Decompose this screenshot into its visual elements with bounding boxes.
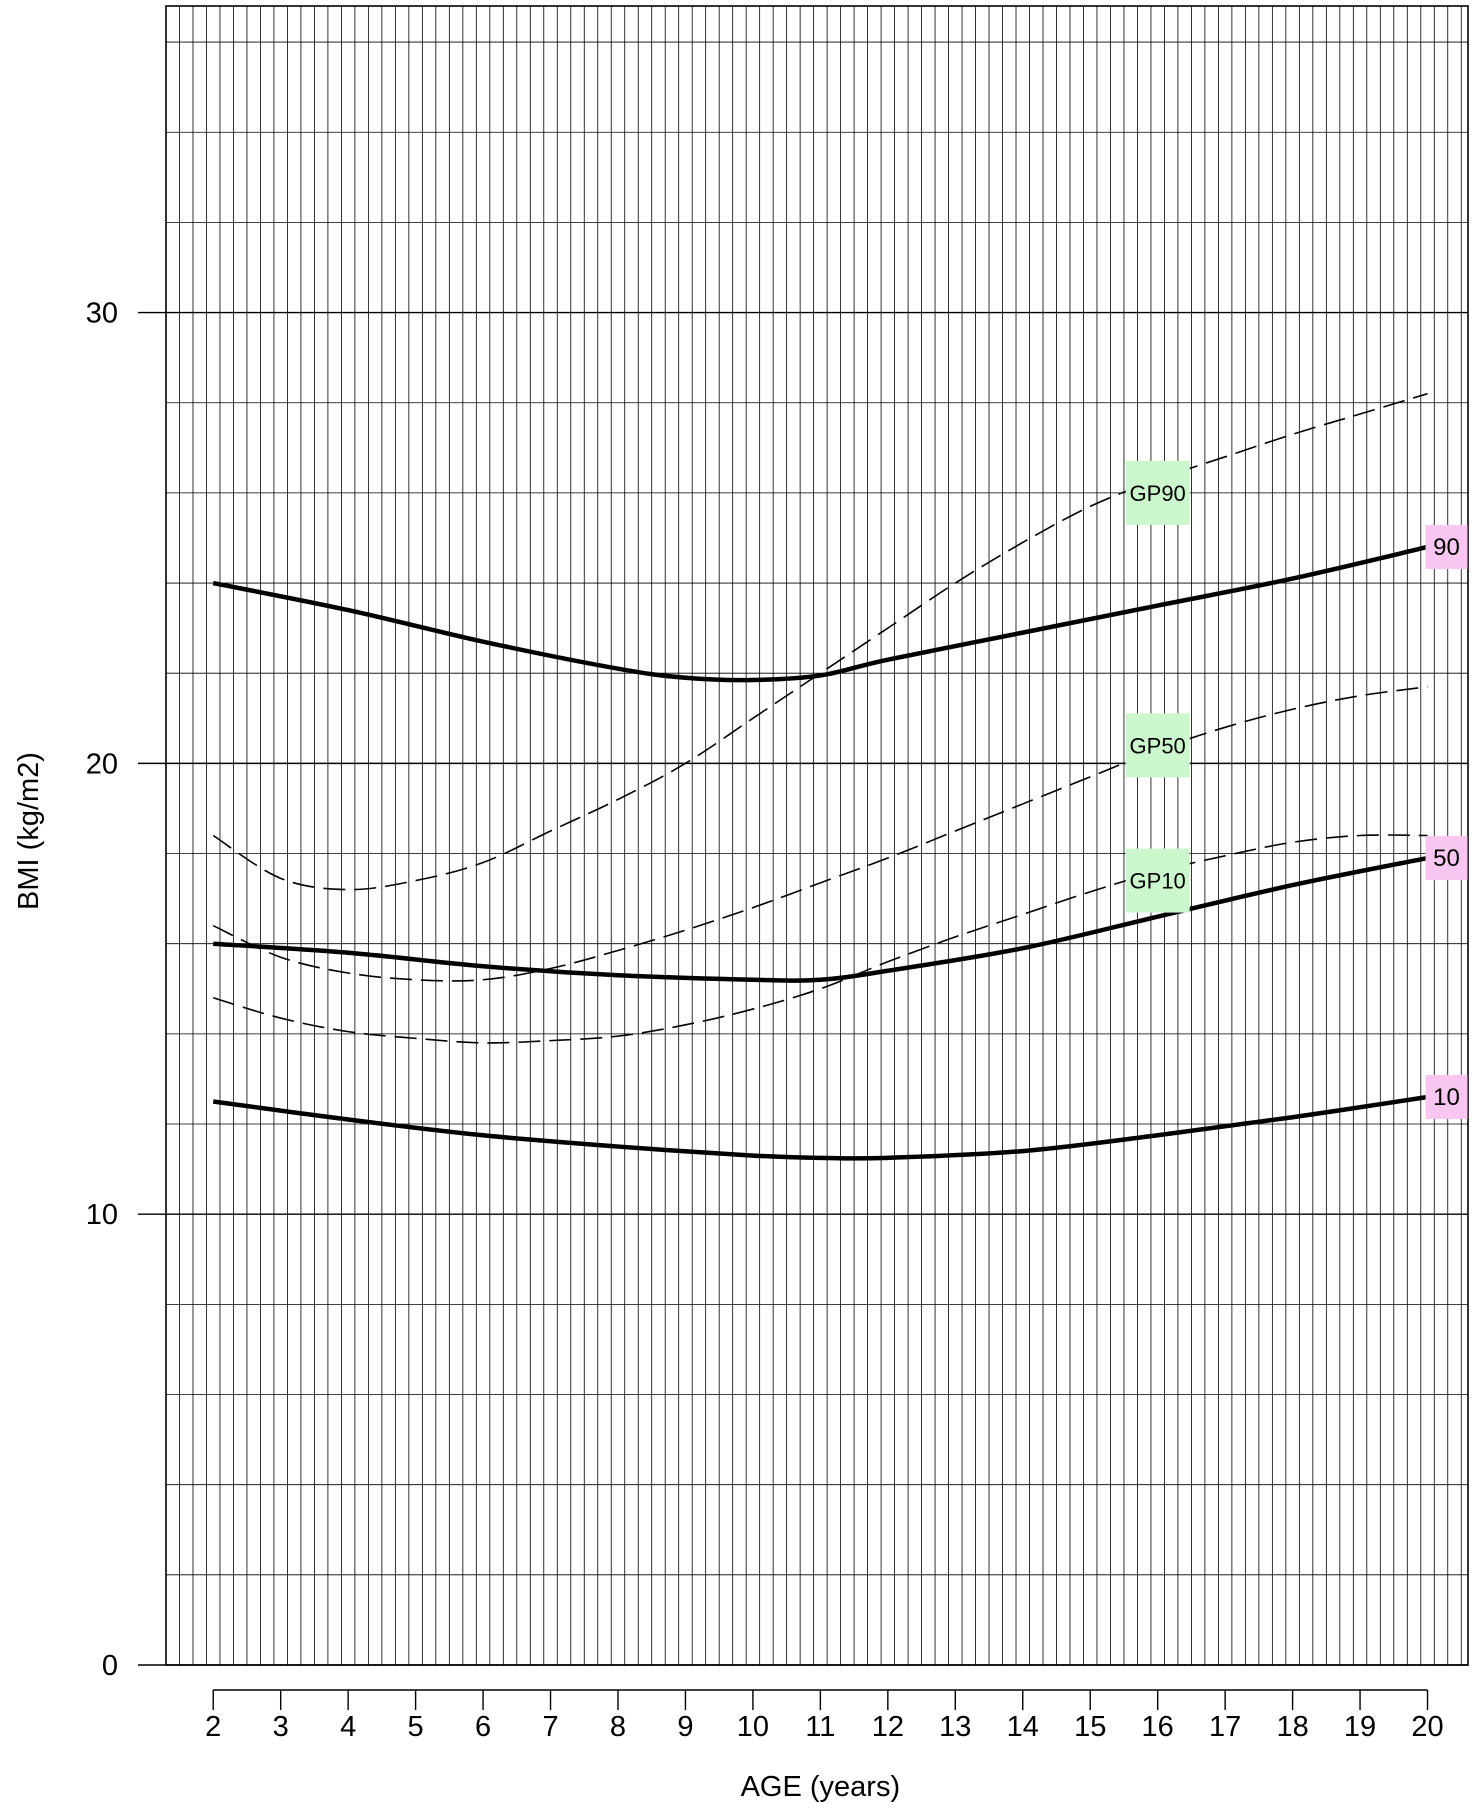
percentile-label-10-bg <box>1425 1074 1468 1119</box>
reference-label-gp50-bg <box>1125 713 1190 778</box>
y-tick-label: 30 <box>86 298 118 330</box>
x-tick-label: 14 <box>1007 1711 1039 1743</box>
y-tick-label: 0 <box>102 1650 118 1682</box>
reference-label-gp90: GP90 <box>1130 481 1186 506</box>
series-line-gp50 <box>212 685 1428 982</box>
x-tick-label: 19 <box>1344 1711 1376 1743</box>
x-tick-label: 13 <box>939 1711 971 1743</box>
x-tick-label: 7 <box>542 1711 558 1743</box>
percentile-label-90-bg <box>1425 524 1468 569</box>
x-tick-label: 2 <box>205 1711 221 1743</box>
percentile-label-50-bg <box>1425 836 1468 881</box>
series-line-10 <box>212 1094 1428 1161</box>
curves <box>212 392 1429 1161</box>
x-tick-label: 16 <box>1142 1711 1174 1743</box>
axes: 0 10 20 30 2 3 4 5 6 7 8 9 10 11 12 13 14 15 16 17 18 19 20 <box>86 298 1444 1743</box>
grid <box>165 5 1469 1666</box>
x-tick-label: 8 <box>610 1711 626 1743</box>
series-line-90 <box>212 544 1429 683</box>
x-tick-label: 15 <box>1074 1711 1106 1743</box>
x-tick-label: 9 <box>677 1711 693 1743</box>
percentile-label-50: 50 <box>1433 845 1460 872</box>
x-tick-label: 3 <box>273 1711 289 1743</box>
series-line-gp90 <box>212 392 1428 891</box>
x-tick-label: 4 <box>340 1711 356 1743</box>
x-axis-label: AGE (years) <box>741 1771 901 1803</box>
curve-labels: 90 50 10 GP90 GP50 GP10 <box>1125 460 1468 1119</box>
x-tick-label: 5 <box>408 1711 424 1743</box>
y-axis-label: BMI (kg/m2) <box>13 752 45 910</box>
y-tick-label: 10 <box>86 1199 118 1231</box>
percentile-label-10: 10 <box>1433 1084 1460 1111</box>
reference-label-gp10-bg <box>1125 848 1190 913</box>
percentile-label-90: 90 <box>1433 534 1460 561</box>
x-tick-label: 17 <box>1209 1711 1241 1743</box>
x-tick-label: 11 <box>805 1711 835 1743</box>
y-tick-label: 20 <box>86 748 118 780</box>
reference-label-gp90-bg <box>1125 460 1190 525</box>
x-tick-label: 20 <box>1411 1711 1443 1743</box>
reference-label-gp50: GP50 <box>1130 733 1186 758</box>
series-line-gp10 <box>212 834 1428 1044</box>
x-tick-label: 12 <box>872 1711 904 1743</box>
x-tick-label: 6 <box>475 1711 491 1743</box>
reference-label-gp10: GP10 <box>1130 869 1186 894</box>
series-line-50 <box>213 855 1428 983</box>
x-tick-label: 18 <box>1276 1711 1308 1743</box>
x-tick-label: 10 <box>737 1711 769 1743</box>
